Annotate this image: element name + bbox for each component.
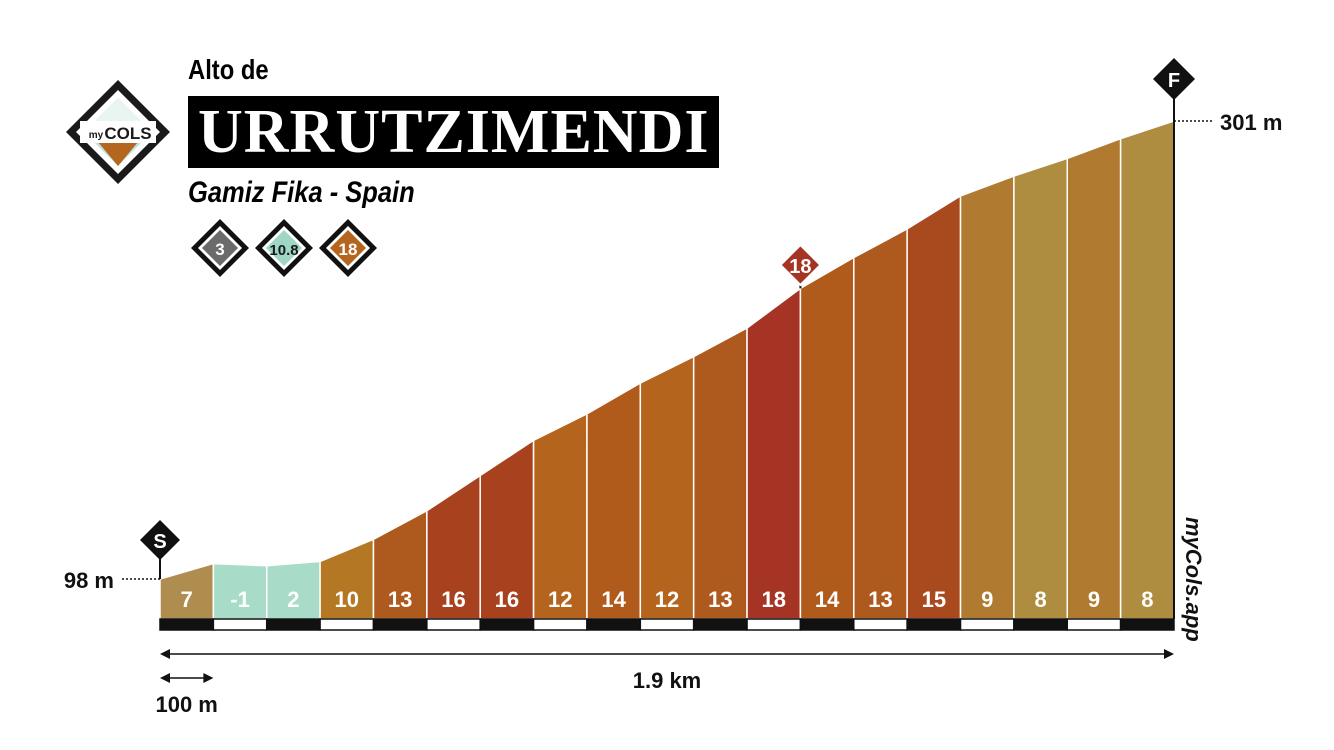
segment-gradient-label: 14 [601, 587, 626, 612]
finish-marker-icon [1153, 58, 1195, 100]
distance-bar [159, 618, 1175, 631]
distance-bar-tick [906, 618, 962, 631]
segment-gradient-label: 16 [495, 587, 519, 612]
distance-bar-tick [265, 618, 321, 631]
max-gradient-marker-icon [779, 243, 822, 287]
distance-bar-tick [532, 618, 588, 631]
profile-segment [1119, 119, 1175, 620]
badge-value: 3 [215, 240, 224, 259]
distance-bar-tick [1066, 618, 1122, 631]
scale-label: 100 m [155, 692, 217, 717]
profile-segment [746, 286, 802, 620]
distance-bar-tick [159, 618, 215, 631]
segment-gradient-label: 2 [287, 587, 299, 612]
distance-bar-tick [426, 618, 481, 631]
profile-segment [692, 326, 748, 620]
total-distance-label: 1.9 km [633, 668, 702, 693]
segment-gradient-label: 13 [708, 587, 732, 612]
total-distance-arrow-right-head [1164, 649, 1174, 659]
segment-gradient-label: 15 [922, 587, 946, 612]
start-marker-letter: S [153, 531, 166, 553]
profile-segment [1066, 137, 1122, 620]
climb-prefix: Alto de [188, 54, 269, 85]
segment-gradient-label: 12 [548, 587, 572, 612]
profile-segment [906, 194, 962, 620]
total-distance-arrow-left-head [160, 649, 170, 659]
climb-location: Gamiz Fika - Spain [188, 176, 415, 209]
badge-value: 10.8 [269, 242, 298, 259]
finish-marker-letter: F [1168, 70, 1180, 92]
difficulty-badge: 10.8 [255, 219, 313, 277]
segment-gradient-label: 9 [1088, 587, 1100, 612]
climb-name-box: URRUTZIMENDI [188, 96, 720, 168]
profile-segment [853, 227, 908, 620]
segment-gradient-label: 13 [388, 587, 412, 612]
profile-segment [1013, 157, 1069, 620]
distance-bar-tick [372, 618, 428, 631]
mycols-logo: my COLS [66, 80, 170, 184]
climb-name: URRUTZIMENDI [198, 98, 710, 166]
profile-segment [799, 256, 855, 620]
badge-fill [266, 230, 302, 266]
segment-gradient-label: 7 [181, 587, 193, 612]
difficulty-badge: 3 [191, 219, 249, 277]
badge-fill [202, 230, 238, 266]
segment-gradient-label: 9 [981, 587, 993, 612]
profile-segment [639, 355, 695, 620]
profile-segment [959, 174, 1015, 620]
profile-segment [586, 381, 642, 620]
logo-prefix: my [89, 130, 104, 141]
logo-name: COLS [104, 124, 151, 143]
segment-gradient-label: 10 [335, 587, 359, 612]
distance-bar-tick [1119, 618, 1175, 631]
distance-bar-tick [853, 618, 908, 631]
distance-bar-tick [479, 618, 535, 631]
segment-gradient-label: 12 [655, 587, 679, 612]
distance-bar-tick [319, 618, 375, 631]
distance-bar-tick [799, 618, 855, 631]
scale-arrow [160, 673, 214, 683]
segment-gradient-label: 14 [815, 587, 840, 612]
segment-gradient-label: 8 [1034, 587, 1046, 612]
total-distance-arrow [160, 649, 1174, 659]
scale-arrow-left-head [160, 673, 170, 683]
segment-gradient-label: 16 [441, 587, 465, 612]
segment-gradient-label: 8 [1141, 587, 1153, 612]
distance-bar-tick [692, 618, 748, 631]
distance-bar-tick [639, 618, 695, 631]
difficulty-badge: 18 [319, 219, 377, 277]
scale-arrow-right-head [203, 673, 214, 683]
segment-gradient-label: -1 [230, 587, 250, 612]
distance-bar-tick [586, 618, 642, 631]
distance-bar-tick [1013, 618, 1069, 631]
badge-fill [330, 230, 366, 266]
segment-gradient-label: 13 [868, 587, 892, 612]
start-marker-icon [140, 520, 180, 560]
badge-value: 18 [339, 240, 358, 259]
end-elevation-label: 301 m [1220, 110, 1282, 135]
distance-bar-tick [959, 618, 1015, 631]
start-elevation-label: 98 m [64, 568, 114, 593]
profile-segments: 7 -1 2 10 13 16 16 12 14 12 13 18 14 13 15 9 8 9 8 [159, 119, 1175, 620]
segment-gradient-label: 18 [761, 587, 785, 612]
watermark: myCols.app [1181, 517, 1206, 642]
distance-bar-tick [212, 618, 268, 631]
max-gradient-marker-label: 18 [789, 256, 811, 278]
distance-bar-tick [746, 618, 802, 631]
